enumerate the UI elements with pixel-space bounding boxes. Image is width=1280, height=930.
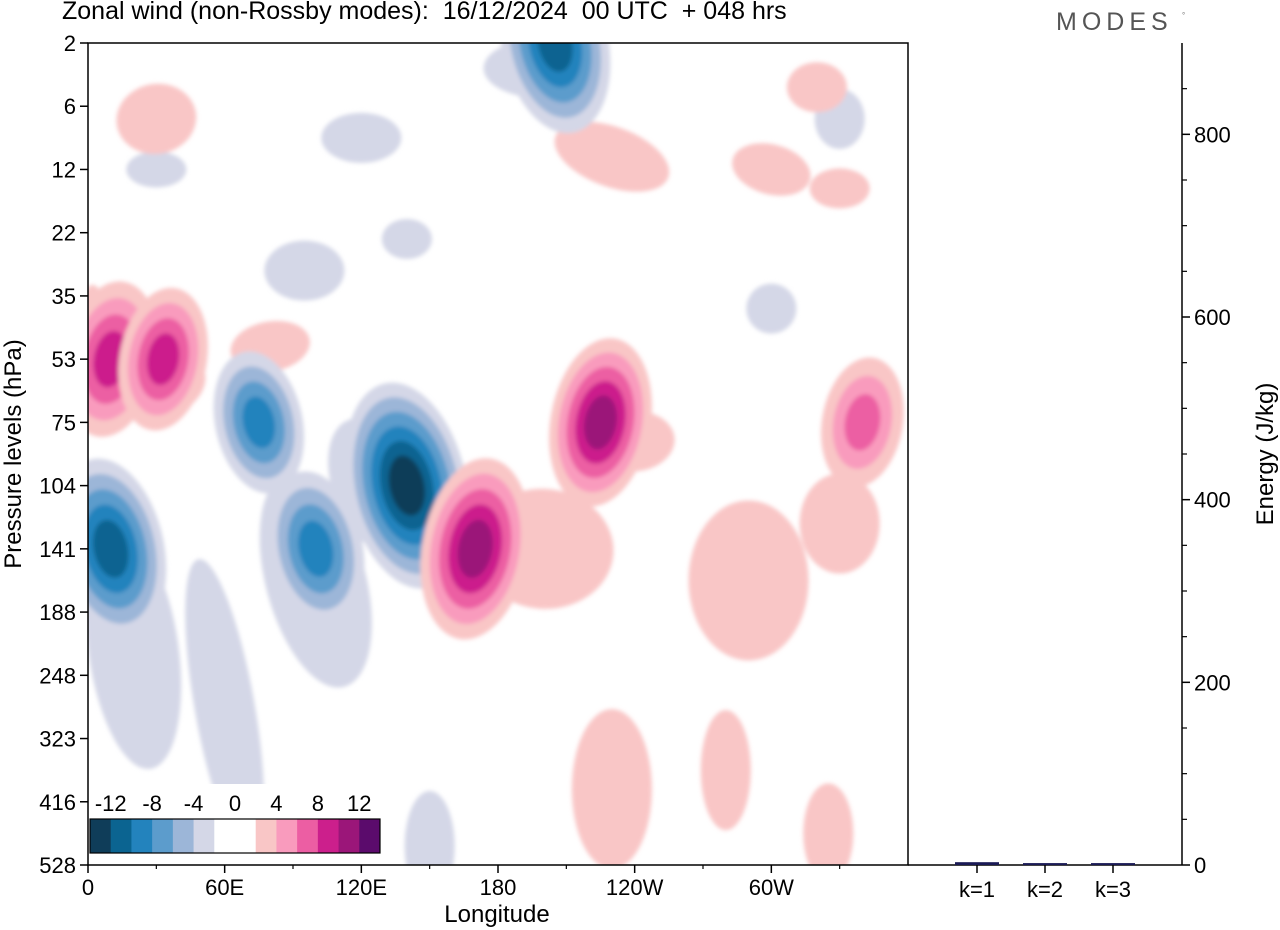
colorbar-swatch — [255, 819, 277, 853]
pressure-tick-label: 53 — [52, 347, 76, 372]
pressure-tick-label: 141 — [39, 537, 76, 562]
colorbar-tick-label: 0 — [229, 791, 241, 816]
wind-contour — [786, 62, 847, 113]
longitude-axis: 0 60E 120E 180 120W 60W — [82, 865, 841, 900]
pressure-tick-label: 248 — [39, 663, 76, 688]
colorbar-frame — [89, 818, 381, 854]
colorbar-swatch — [338, 819, 360, 853]
chart-title: Zonal wind (non-Rossby modes): 16/12/202… — [62, 0, 787, 25]
wavenumber-axis: k=1 k=2 k=3 — [959, 865, 1131, 902]
wind-contour — [185, 559, 265, 855]
wind-contour — [821, 357, 904, 488]
colorbar-tick-label: 12 — [347, 791, 371, 816]
energy-bar — [955, 862, 999, 865]
wind-contour — [420, 458, 530, 640]
wind-contour — [264, 240, 345, 301]
colorbar-swatch — [297, 819, 319, 853]
wind-contour — [688, 500, 809, 661]
wind-contour — [404, 791, 455, 865]
longitude-tick-label: 60E — [205, 875, 244, 900]
colorbar-swatch — [152, 819, 174, 853]
y-axis-title: Pressure levels (hPa) — [0, 339, 27, 568]
pressure-tick-label: 323 — [39, 727, 76, 752]
longitude-tick-label: 120W — [606, 875, 664, 900]
wind-contour — [381, 219, 432, 260]
wind-contour — [799, 473, 880, 574]
wind-contour — [554, 121, 670, 192]
wind-contour — [88, 458, 167, 640]
longitude-tick-label: 180 — [480, 875, 517, 900]
colorbar-swatch — [193, 819, 215, 853]
colorbar-swatch — [172, 819, 195, 853]
energy-axis: 0 200 400 600 800 — [1182, 88, 1231, 878]
pressure-tick-label: 12 — [52, 157, 76, 182]
colorbar-tick-label: 4 — [270, 791, 282, 816]
colorbar-swatch — [317, 819, 340, 853]
modes-logo: MODES — [1056, 8, 1173, 36]
wind-contour — [809, 168, 870, 209]
wind-contour — [700, 710, 751, 831]
energy-bars — [955, 862, 1135, 866]
wind-contour — [116, 83, 197, 155]
wind-contour — [118, 287, 208, 431]
wind-contour — [213, 351, 305, 494]
modes-logo-mark: ° — [1182, 11, 1186, 20]
wavenumber-tick-label: k=2 — [1027, 877, 1063, 902]
pressure-tick-label: 528 — [39, 853, 76, 878]
energy-tick-label: 400 — [1194, 488, 1231, 513]
wind-field — [88, 43, 904, 865]
pressure-tick-label: 416 — [39, 790, 76, 815]
energy-tick-label: 600 — [1194, 305, 1231, 330]
longitude-tick-label: 60W — [749, 875, 794, 900]
pressure-tick-label: 188 — [39, 600, 76, 625]
colorbar-tick-label: -12 — [95, 791, 127, 816]
energy-bar — [1023, 863, 1067, 866]
wind-contour — [126, 151, 187, 188]
pressure-tick-label: 35 — [52, 284, 76, 309]
energy-bar — [1091, 863, 1135, 866]
colorbar-tick-label: -8 — [142, 791, 162, 816]
pressure-tick-label: 6 — [64, 94, 76, 119]
longitude-tick-label: 120E — [336, 875, 387, 900]
colorbar-swatch — [131, 819, 153, 853]
wavenumber-tick-label: k=1 — [959, 877, 995, 902]
wavenumber-tick-label: k=3 — [1095, 877, 1131, 902]
x-axis-title: Longitude — [444, 901, 549, 928]
wind-contour — [803, 783, 854, 865]
wind-contour — [267, 471, 365, 627]
energy-tick-label: 800 — [1194, 122, 1231, 147]
colorbar-swatch — [359, 819, 381, 853]
colorbar-swatch — [214, 819, 236, 853]
wind-contour — [732, 143, 811, 196]
pressure-tick-label: 22 — [52, 221, 76, 246]
colorbar-tick-label: -4 — [184, 791, 204, 816]
longitude-tick-label: 0 — [82, 875, 94, 900]
wind-contour — [746, 283, 797, 334]
wind-contour — [571, 709, 652, 865]
energy-axis-title: Energy (J/kg) — [1252, 383, 1279, 526]
colorbar-tick-label: 8 — [312, 791, 324, 816]
wind-contour — [321, 112, 402, 163]
pressure-tick-label: 2 — [64, 31, 76, 56]
colorbar-swatch — [276, 819, 298, 853]
energy-tick-label: 200 — [1194, 670, 1231, 695]
colorbar-swatch — [90, 819, 112, 853]
colorbar-swatch — [235, 819, 257, 853]
energy-tick-label: 0 — [1194, 853, 1206, 878]
pressure-tick-label: 104 — [39, 474, 76, 499]
pressure-axis: 2 6 12 22 35 53 75 104 141 188 248 323 416 528 — [39, 31, 88, 878]
wind-contour — [549, 338, 652, 507]
colorbar: -12 -8 -4 0 4 8 12 — [86, 784, 385, 858]
colorbar-swatch — [110, 819, 132, 853]
pressure-tick-label: 75 — [52, 410, 76, 435]
